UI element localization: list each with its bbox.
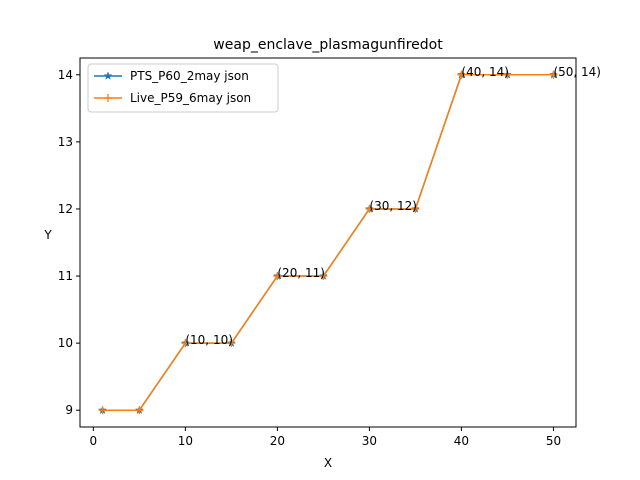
legend-entry: PTS_P60_2may json [94,69,249,83]
y-tick-label: 14 [58,68,73,82]
data-point [549,70,558,79]
x-tick-label: 0 [90,434,98,448]
point-annotation: (30, 12) [369,199,417,213]
legend-label: Live_P59_6may json [130,91,251,105]
series-line [102,74,554,411]
y-tick-label: 11 [58,269,73,283]
data-point [457,70,466,79]
legend: PTS_P60_2may json Live_P59_6may json [87,63,279,113]
point-annotation: (50, 14) [553,65,601,79]
plot-frame [79,57,577,428]
x-tick-label: 40 [454,434,469,448]
x-tick-label: 30 [362,434,377,448]
point-annotation: (20, 11) [277,266,325,280]
data-point [181,339,190,348]
legend-marker [104,94,112,102]
point-annotation: (10, 10) [185,333,233,347]
x-tick-label: 10 [178,434,193,448]
y-tick-label: 9 [65,403,73,417]
data-point [503,70,512,79]
data-point [319,272,328,281]
y-tick-label: 10 [58,336,73,350]
chart-title: weap_enclave_plasmagunfiredot [213,37,443,53]
y-tick-label: 12 [58,202,73,216]
x-tick-label: 50 [546,434,561,448]
plot-area: 0 10 20 30 40 50 9 10 11 12 13 14 (10, 10) (20, 11) (3… [58,57,601,448]
data-point [135,406,144,415]
point-annotation: (40, 14) [461,65,509,79]
data-point [273,272,282,281]
data-point [227,339,236,348]
data-point [365,204,374,213]
legend-entry: Live_P59_6may json [94,91,251,105]
data-point [411,204,420,213]
legend-box [87,63,279,113]
series-line [102,74,554,411]
data-point [98,406,107,415]
series-2 [98,70,558,415]
legend-label: PTS_P60_2may json [130,69,249,83]
x-tick-label: 20 [270,434,285,448]
y-tick-label: 13 [58,135,73,149]
series-1 [98,70,558,415]
x-axis-label: X [324,456,332,470]
legend-marker [103,71,113,80]
y-axis-label: Y [43,228,52,242]
